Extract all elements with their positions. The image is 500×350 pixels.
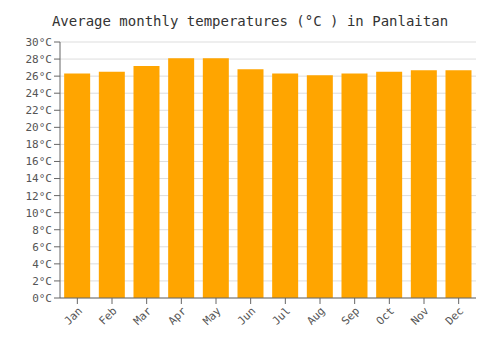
svg-text:Jul: Jul xyxy=(270,304,293,327)
html-text:Average monthly temperatures (: Average monthly temperatures (°C ) in Pa… xyxy=(51,13,449,29)
svg-text:4°C: 4°C xyxy=(32,258,52,271)
svg-text:14°C: 14°C xyxy=(26,172,53,185)
svg-text:20°C: 20°C xyxy=(26,121,53,134)
svg-text:Apr: Apr xyxy=(166,304,190,328)
svg-text:2°C: 2°C xyxy=(32,275,52,288)
svg-text:0°C: 0°C xyxy=(32,292,52,305)
svg-text:26°C: 26°C xyxy=(26,70,53,83)
svg-text:Feb: Feb xyxy=(96,304,119,327)
svg-text:18°C: 18°C xyxy=(26,138,53,151)
svg-text:10°C: 10°C xyxy=(26,207,53,220)
svg-text:30°C: 30°C xyxy=(26,36,53,49)
svg-text:12°C: 12°C xyxy=(26,190,53,203)
svg-text:Aug: Aug xyxy=(304,304,327,327)
svg-text:May: May xyxy=(200,304,224,328)
svg-text:Mar: Mar xyxy=(131,304,155,328)
svg-text:22°C: 22°C xyxy=(26,104,53,117)
svg-text:8°C: 8°C xyxy=(32,224,52,237)
svg-text:Sep: Sep xyxy=(339,304,362,327)
svg-text:Jun: Jun xyxy=(235,304,258,327)
svg-text:Jan: Jan xyxy=(62,304,85,327)
svg-text:Dec: Dec xyxy=(443,304,466,327)
svg-text:16°C: 16°C xyxy=(26,155,53,168)
svg-text:28°C: 28°C xyxy=(26,53,53,66)
svg-text:24°C: 24°C xyxy=(26,87,53,100)
svg-text:Oct: Oct xyxy=(374,304,397,327)
svg-text:6°C: 6°C xyxy=(32,241,52,254)
svg-text:Nov: Nov xyxy=(408,304,432,328)
